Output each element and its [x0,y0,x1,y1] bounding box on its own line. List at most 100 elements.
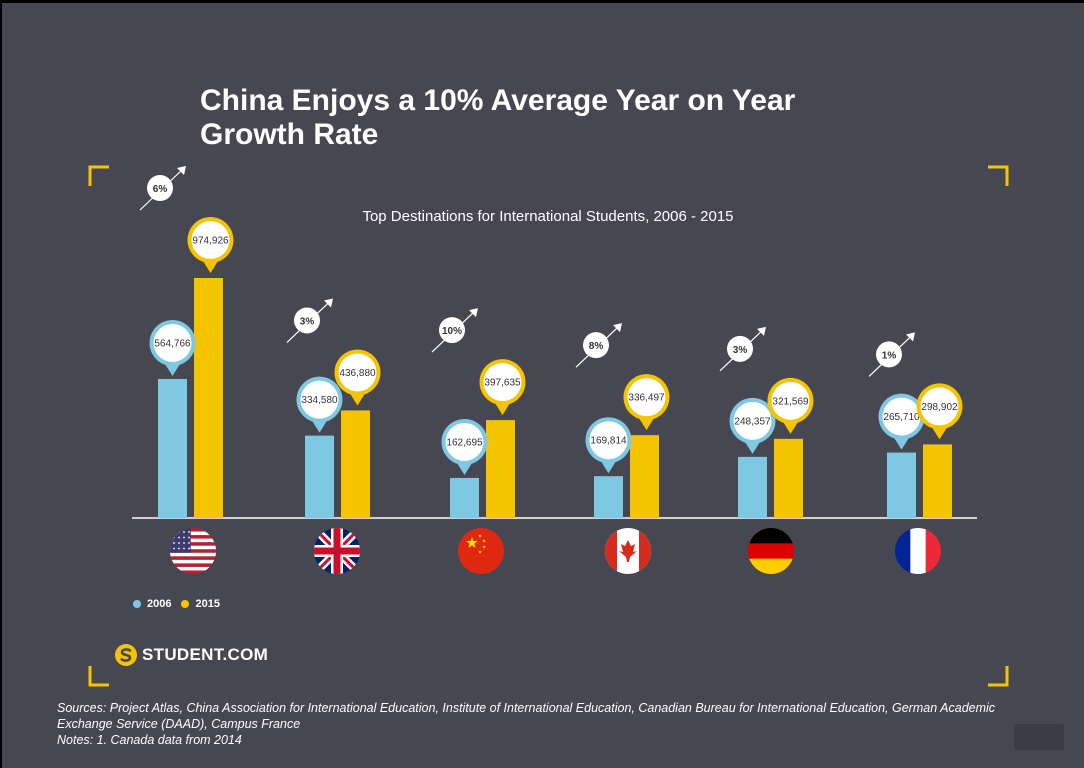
us-star [188,531,190,533]
uk-cross-red-h [314,547,360,555]
germany-band-gold [748,558,794,574]
notes-line: Notes: 1. Canada data from 2014 [57,733,242,747]
value-pin-2006-5-face [882,397,921,436]
growth-badge-circle-1 [294,307,320,334]
growth-badge-3: 8% [575,323,622,368]
value-pin-2015-0-value: 974,926 [192,236,229,247]
sources-block: Sources: Project Atlas, China Associatio… [57,700,1067,748]
france-band-blue [895,528,911,574]
value-pin-2015-1-value: 436,880 [339,368,376,379]
growth-badge-circle-5 [876,341,902,368]
frame-corner-bottom-right [988,666,1009,687]
us-stripe [170,535,216,540]
value-pin-2006-1-face [300,380,339,419]
value-pin-2006-1: 334,580 [296,376,343,433]
bar-2015-4 [774,438,803,518]
legend-item-2015: 2015 [181,598,220,610]
frame-corner-bottom-left [88,666,109,687]
canada-flag-icon [605,528,651,574]
bar-2015-3 [630,435,659,518]
us-stripe [170,531,216,536]
growth-badge-5: 1% [868,332,915,377]
growth-badge-4: 3% [719,326,766,372]
corner-overlay [1014,724,1064,750]
value-pin-2015-4-value: 321,569 [772,396,809,407]
germany-flag-icon [748,528,794,574]
us-stripe [170,549,216,554]
growth-badge-circle-2 [439,317,465,344]
value-pin-2006-2-value: 162,695 [446,437,483,448]
value-pin-2015-3-face [627,378,666,417]
bar-2006-0 [158,378,187,518]
arrow-up-right-icon [757,326,766,336]
growth-label-3: 8% [589,341,604,352]
value-pin-2015-1: 436,880 [334,349,381,406]
us-canton [170,528,191,553]
bar-2015-0 [194,278,223,518]
bar-2015-2 [486,420,515,518]
value-pin-2015-2: 397,635 [479,359,526,416]
growth-label-0: 6% [153,184,168,195]
value-pin-2015-2-face [483,363,522,402]
value-pin-2006-4-face [733,401,772,440]
us-star [178,542,180,544]
us-star [173,547,175,550]
frame-corner-top-right [988,165,1009,186]
value-pin-2015-1-face [338,353,377,392]
arrow-up-right-icon [613,323,622,333]
us-star [178,531,180,533]
germany-band-red [748,543,794,560]
growth-badge-circle-4 [727,335,753,362]
legend-swatch-2015 [181,600,190,608]
growth-label-4: 3% [733,345,748,356]
us-star [178,536,180,539]
value-pin-2006-3-face [589,421,628,460]
bar-2006-1 [305,435,334,518]
us-stripe [170,545,216,550]
bar-2006-2 [450,477,479,518]
value-pin-2015-5: 298,902 [916,383,963,440]
brand-name: STUDENT.COM [142,645,269,664]
frame-brackets [88,165,1009,687]
canada-band-right [639,528,651,574]
brand-logo: STUDENT.COM [114,643,268,667]
value-pin-2015-5-value: 298,902 [921,402,958,413]
us-stripe [170,556,216,561]
france-flag-icon [895,528,941,574]
us-stripe [170,566,216,571]
value-pin-2015-0: 974,926 [187,217,234,273]
value-pin-2006-0: 564,766 [149,319,196,376]
china-flag-icon [458,528,504,574]
us-stripe [170,559,216,564]
canada-band-left [605,528,617,574]
arrow-up-right-icon [177,166,186,175]
chart-title: Top Destinations for International Stude… [362,208,733,225]
arrow-up-right-icon [906,332,915,342]
value-pin-2015-4-face [771,381,810,420]
us-stripe [170,563,216,568]
value-pin-2006-2-face [445,422,484,461]
frame-corner-top-left [88,165,109,186]
legend-label-2015: 2015 [195,598,220,610]
value-pin-2015-2-value: 397,635 [484,378,521,389]
france-band-red [925,528,941,574]
bar-2006-5 [887,452,916,518]
value-pin-2015-3-value: 336,497 [628,393,665,404]
value-pin-2015-3: 336,497 [623,374,670,431]
us-star [183,531,185,533]
sources-line-1: Sources: Project Atlas, China Associatio… [57,701,996,715]
us-star [188,536,190,539]
value-pin-2006-5: 265,710 [878,393,925,450]
us-stripe [170,570,216,574]
value-pin-2006-4-value: 248,357 [734,416,771,427]
china-big-star [466,537,478,548]
china-small-star [478,550,482,554]
china-small-star [482,539,486,543]
value-pin-2006-1-value: 334,580 [301,395,338,406]
s-logo-icon [115,644,137,666]
bar-2015-1 [341,410,370,518]
value-pin-2006-4: 248,357 [729,397,776,454]
bar-2006-4 [738,456,767,518]
growth-badge-circle-0 [147,175,173,201]
us-star [173,531,175,533]
